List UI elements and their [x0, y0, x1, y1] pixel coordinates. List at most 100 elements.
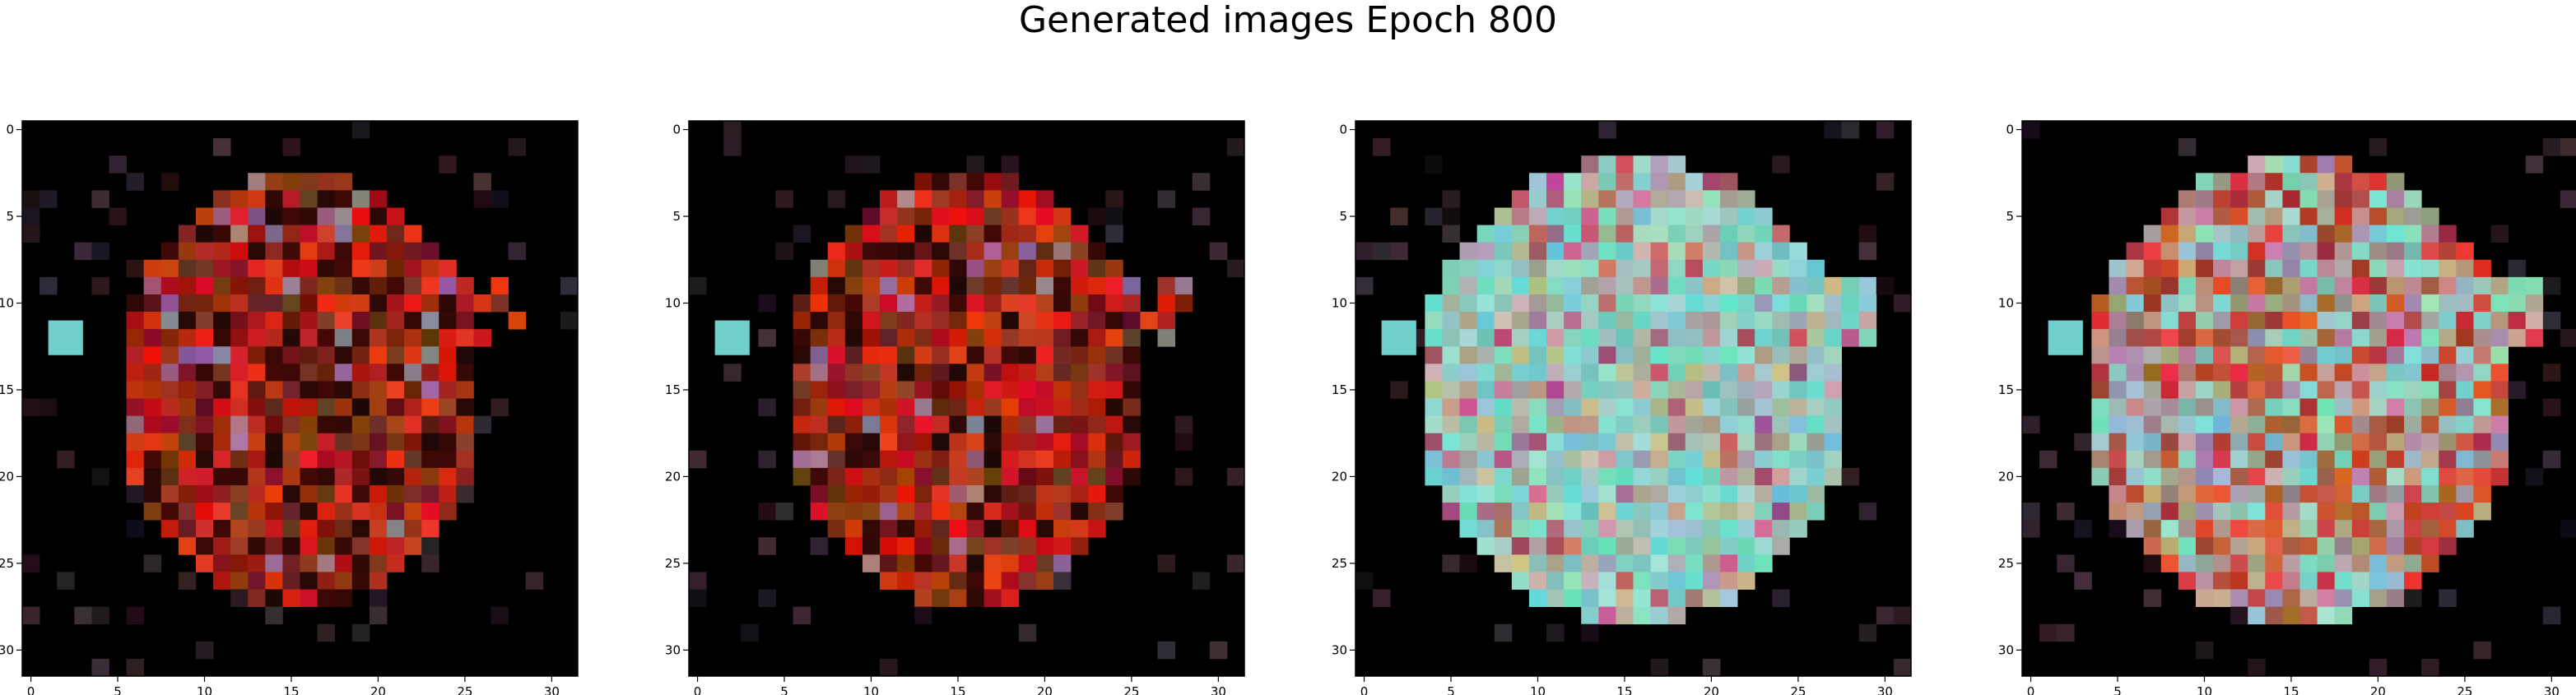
image-pixel [1018, 554, 1037, 572]
image-pixel [248, 190, 266, 208]
image-pixel [2421, 346, 2439, 364]
image-pixel [248, 242, 266, 261]
image-pixel [1598, 225, 1616, 243]
image-pixel [2351, 554, 2370, 572]
image-pixel [248, 572, 266, 590]
image-pixel [2560, 190, 2576, 208]
image-pixel [143, 364, 162, 382]
image-pixel [2317, 276, 2336, 295]
image-pixel [1035, 415, 1054, 434]
image-pixel [1001, 381, 1020, 399]
image-pixel [1616, 173, 1634, 191]
image-pixel [2126, 346, 2145, 364]
image-pixel [1001, 537, 1020, 555]
image-pixel [1737, 537, 1755, 555]
image-pixel [1633, 433, 1651, 452]
image-pixel [1494, 381, 1513, 399]
image-pixel [1685, 415, 1704, 434]
image-pixel [1806, 467, 1825, 486]
image-pixel [265, 173, 283, 191]
image-pixel [844, 346, 863, 364]
image-pixel [1018, 503, 1037, 521]
image-pixel [1425, 450, 1443, 469]
image-pixel [1088, 364, 1106, 382]
image-pixel [334, 259, 353, 278]
image-pixel [932, 242, 950, 261]
image-pixel [1806, 450, 1825, 469]
image-pixel [810, 364, 829, 382]
image-pixel [2213, 364, 2231, 382]
image-pixel [714, 320, 750, 355]
image-pixel [1494, 554, 1513, 572]
image-pixel [2439, 398, 2457, 416]
image-pixel [1105, 276, 1123, 295]
image-pixel [1476, 450, 1495, 469]
image-pixel [1667, 520, 1686, 538]
image-pixel [983, 572, 1002, 590]
image-pixel [844, 537, 863, 555]
image-pixel [2334, 259, 2353, 278]
image-pixel [386, 554, 405, 572]
image-pixel [1088, 346, 1106, 364]
image-pixel [1685, 294, 1704, 313]
image-pixel [2178, 259, 2197, 278]
image-pixel [1001, 554, 1020, 572]
image-pixel [1511, 346, 1530, 364]
image-pixel [386, 207, 405, 225]
image-pixel [2386, 450, 2405, 469]
image-pixel [1755, 415, 1773, 434]
image-pixel [126, 467, 145, 486]
image-pixel [2248, 398, 2266, 416]
image-pixel [2386, 207, 2405, 225]
image-pixel [983, 242, 1002, 261]
image-pixel [386, 467, 405, 486]
image-pixel [932, 329, 950, 347]
image-pixel [1737, 207, 1755, 225]
image-pixel [1088, 433, 1106, 452]
image-pixel [689, 589, 707, 608]
image-pixel [300, 276, 318, 295]
image-pixel [2542, 138, 2561, 156]
image-pixel [2143, 225, 2162, 243]
image-pixel [1071, 467, 1089, 486]
image-pixel [1140, 312, 1158, 330]
image-pixel [404, 276, 422, 295]
image-pixel [1511, 381, 1530, 399]
image-pixel [897, 381, 915, 399]
image-pixel [1088, 467, 1106, 486]
image-pixel [1650, 225, 1669, 243]
image-pixel [1581, 329, 1599, 347]
image-pixel [2109, 329, 2127, 347]
image-pixel [1071, 242, 1089, 261]
image-pixel [265, 398, 283, 416]
image-pixel [2126, 364, 2145, 382]
y-tick-label: 15 [665, 382, 681, 397]
image-pixel [1564, 589, 1582, 608]
image-pixel [1494, 520, 1513, 538]
image-pixel [1755, 294, 1773, 313]
y-tick-label: 20 [665, 469, 681, 484]
image-pixel [1598, 503, 1616, 521]
image-pixel [1528, 225, 1547, 243]
image-pixel [2456, 294, 2474, 313]
image-pixel [1123, 364, 1141, 382]
image-pixel [2299, 346, 2318, 364]
image-pixel [1858, 329, 1877, 347]
image-pixel [1806, 364, 1825, 382]
image-pixel [1824, 381, 1843, 399]
image-pixel [2195, 173, 2214, 191]
image-pixel [1494, 294, 1513, 313]
image-pixel [369, 242, 388, 261]
image-pixel [1035, 312, 1054, 330]
image-pixel [1685, 364, 1704, 382]
image-pixel [1209, 641, 1228, 660]
image-pixel [2456, 433, 2474, 452]
image-pixel [317, 398, 336, 416]
image-pixel [2282, 346, 2300, 364]
image-pixel [914, 259, 932, 278]
image-pixel [1824, 398, 1843, 416]
image-pixel [2143, 589, 2162, 608]
image-pixel [421, 554, 439, 572]
image-pixel [1789, 312, 1807, 330]
image-pixel [949, 329, 967, 347]
